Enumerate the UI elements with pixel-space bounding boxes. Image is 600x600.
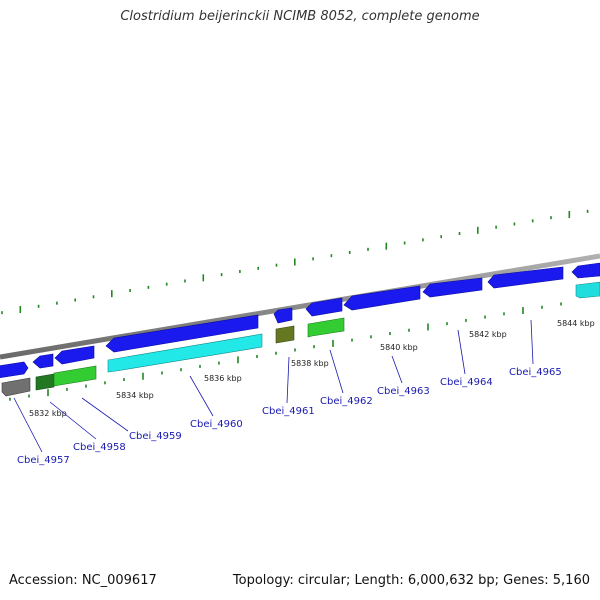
- cds-cbei-4957[interactable]: [1, 377, 31, 397]
- genome-summary: Topology: circular; Length: 6,000,632 bp…: [232, 573, 590, 588]
- gene-label-cbei-4959[interactable]: Cbei_4959: [129, 431, 182, 442]
- forward-cds-arrow[interactable]: [105, 314, 259, 353]
- coordinate-ruler: 5832 kbp 5834 kbp 5836 kbp 5838 kbp 5840 kbp…: [29, 319, 595, 418]
- genome-backbone: [0, 253, 600, 360]
- ruler-label: 5840 kbp: [380, 343, 418, 352]
- forward-strand-track: [0, 262, 600, 378]
- forward-cds-arrow[interactable]: [273, 307, 293, 324]
- cds-cbei-4958[interactable]: [35, 373, 55, 391]
- gene-leader-line: [49, 401, 97, 440]
- reverse-strand-track: [1, 281, 600, 397]
- ruler-label: 5834 kbp: [116, 391, 154, 400]
- lower-gc-ticks: [9, 302, 562, 401]
- reverse-cds-arrow[interactable]: [575, 281, 600, 299]
- forward-cds-arrow[interactable]: [32, 353, 54, 369]
- gene-label-cbei-4962[interactable]: Cbei_4962: [320, 396, 373, 407]
- gene-leader-line: [13, 397, 43, 453]
- cds-cbei-4962[interactable]: [307, 317, 345, 338]
- gene-leader-line: [189, 375, 214, 417]
- cds-cbei-4959[interactable]: [53, 365, 97, 387]
- accession-text: Accession: NC_009617: [9, 573, 157, 588]
- gene-label-cbei-4958[interactable]: Cbei_4958: [73, 442, 126, 453]
- forward-cds-arrow[interactable]: [305, 297, 343, 317]
- ruler-label: 5832 kbp: [29, 409, 67, 418]
- gene-leader-line: [329, 349, 344, 394]
- gene-label-cbei-4957[interactable]: Cbei_4957: [17, 455, 70, 466]
- gene-label-cbei-4960[interactable]: Cbei_4960: [190, 419, 243, 430]
- ruler-label: 5836 kbp: [204, 374, 242, 383]
- gene-leader-line: [81, 397, 129, 432]
- gene-leader-line: [530, 319, 534, 365]
- gene-leader-line: [457, 329, 466, 375]
- ruler-label: 5838 kbp: [291, 359, 329, 368]
- forward-cds-arrow[interactable]: [343, 285, 421, 311]
- gc-content-ticks: [1, 209, 589, 315]
- gene-label-cbei-4961[interactable]: Cbei_4961: [262, 406, 315, 417]
- ruler-label: 5842 kbp: [469, 330, 507, 339]
- map-title: Clostridium beijerinckii NCIMB 8052, com…: [120, 9, 480, 24]
- gene-label-cbei-4964[interactable]: Cbei_4964: [440, 377, 493, 388]
- gene-leader-line: [391, 355, 403, 384]
- forward-cds-arrow[interactable]: [54, 345, 95, 365]
- forward-cds-arrow[interactable]: [571, 262, 600, 279]
- cds-cbei-4960[interactable]: [107, 333, 263, 373]
- ruler-label: 5844 kbp: [557, 319, 595, 328]
- cds-cbei-4961[interactable]: [275, 325, 295, 344]
- forward-cds-arrow[interactable]: [422, 277, 483, 298]
- gene-label-cbei-4965[interactable]: Cbei_4965: [509, 367, 562, 378]
- forward-cds-arrow[interactable]: [0, 361, 29, 378]
- forward-cds-arrow[interactable]: [487, 266, 564, 289]
- gene-leader-line: [286, 356, 290, 404]
- gene-label-cbei-4963[interactable]: Cbei_4963: [377, 386, 430, 397]
